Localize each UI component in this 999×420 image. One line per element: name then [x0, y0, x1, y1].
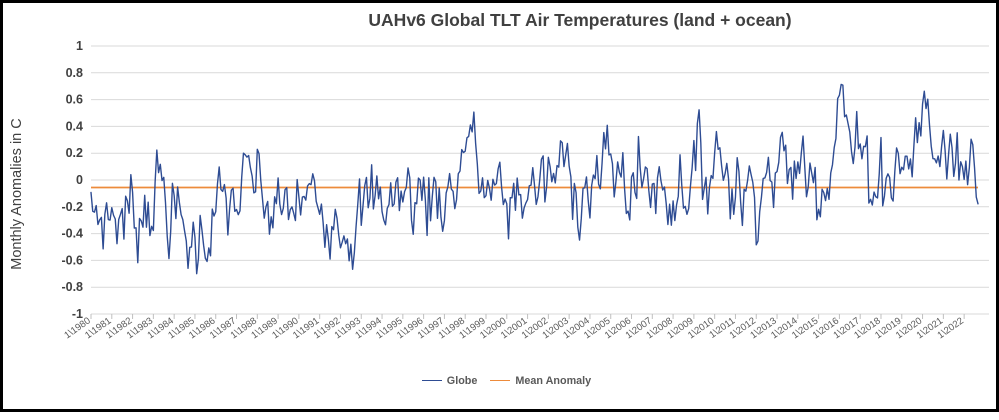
- svg-text:0.6: 0.6: [66, 93, 83, 107]
- svg-text:-0.6: -0.6: [61, 253, 83, 267]
- svg-text:1: 1: [76, 39, 83, 53]
- svg-text:0.8: 0.8: [66, 66, 83, 80]
- svg-text:-0.4: -0.4: [61, 227, 83, 241]
- svg-text:0.4: 0.4: [66, 119, 83, 133]
- svg-text:-0.2: -0.2: [61, 200, 83, 214]
- svg-text:-0.8: -0.8: [61, 280, 83, 294]
- svg-text:0.2: 0.2: [66, 146, 83, 160]
- svg-text:0: 0: [76, 173, 83, 187]
